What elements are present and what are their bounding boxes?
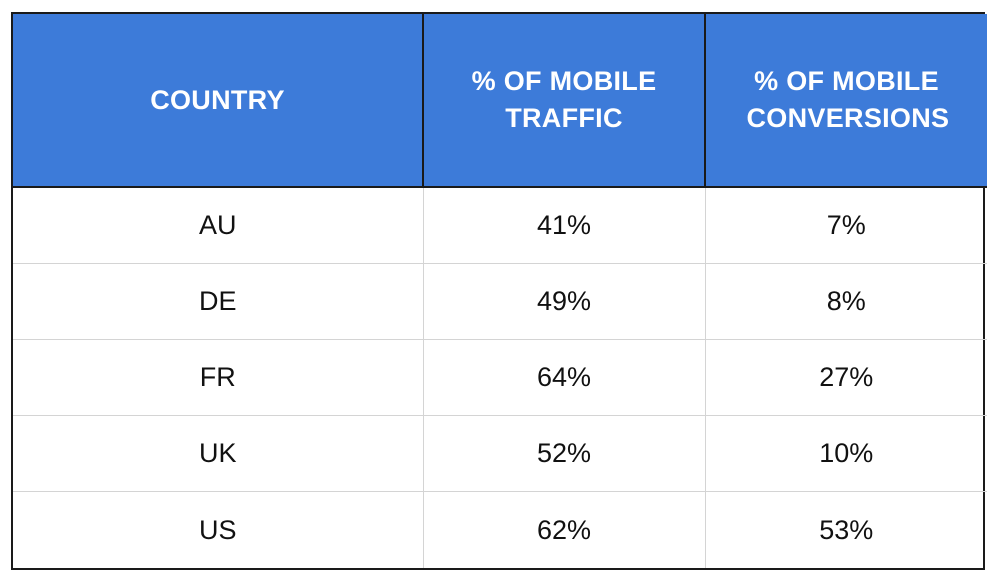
cell-country: AU bbox=[13, 187, 424, 264]
cell-mobile-traffic: 41% bbox=[423, 187, 706, 264]
cell-mobile-conversions: 10% bbox=[705, 415, 987, 493]
cell-mobile-traffic: 64% bbox=[423, 339, 706, 417]
column-header-country-label: COUNTRY bbox=[150, 84, 285, 115]
table-row: FR 64% 27% bbox=[13, 339, 987, 417]
cell-mobile-traffic: 49% bbox=[423, 263, 706, 340]
cell-country: UK bbox=[13, 415, 424, 493]
column-header-mobile-traffic: % OF MOBILE TRAFFIC bbox=[423, 14, 706, 188]
column-header-mobile-conversions-label: % OF MOBILE CONVERSIONS bbox=[746, 66, 950, 133]
cell-country: DE bbox=[13, 263, 424, 340]
cell-mobile-conversions: 53% bbox=[819, 514, 874, 545]
cell-mobile-conversions: 8% bbox=[705, 263, 987, 340]
column-header-mobile-traffic-label: % OF MOBILE TRAFFIC bbox=[471, 66, 657, 133]
table-row: US 62% 53% bbox=[13, 491, 987, 568]
cell-mobile-conversions: 27% bbox=[705, 339, 987, 417]
column-header-country: COUNTRY bbox=[13, 14, 424, 188]
cell-mobile-conversions: 7% bbox=[705, 187, 987, 264]
table-row: AU 41% 7% bbox=[13, 187, 987, 264]
cell-mobile-traffic: 62% bbox=[423, 491, 706, 568]
cell-country: US bbox=[13, 491, 424, 568]
mobile-stats-table: COUNTRY % OF MOBILE TRAFFIC % OF MOBILE … bbox=[13, 14, 987, 568]
cell-country: FR bbox=[13, 339, 424, 417]
cell-mobile-traffic: 52% bbox=[423, 415, 706, 493]
table-header-row: COUNTRY % OF MOBILE TRAFFIC % OF MOBILE … bbox=[13, 14, 987, 188]
table-row: DE 49% 8% bbox=[13, 263, 987, 340]
column-header-mobile-conversions: % OF MOBILE CONVERSIONS bbox=[705, 14, 987, 188]
table-row: UK 52% 10% bbox=[13, 415, 987, 493]
data-table-container: COUNTRY % OF MOBILE TRAFFIC % OF MOBILE … bbox=[11, 12, 987, 570]
